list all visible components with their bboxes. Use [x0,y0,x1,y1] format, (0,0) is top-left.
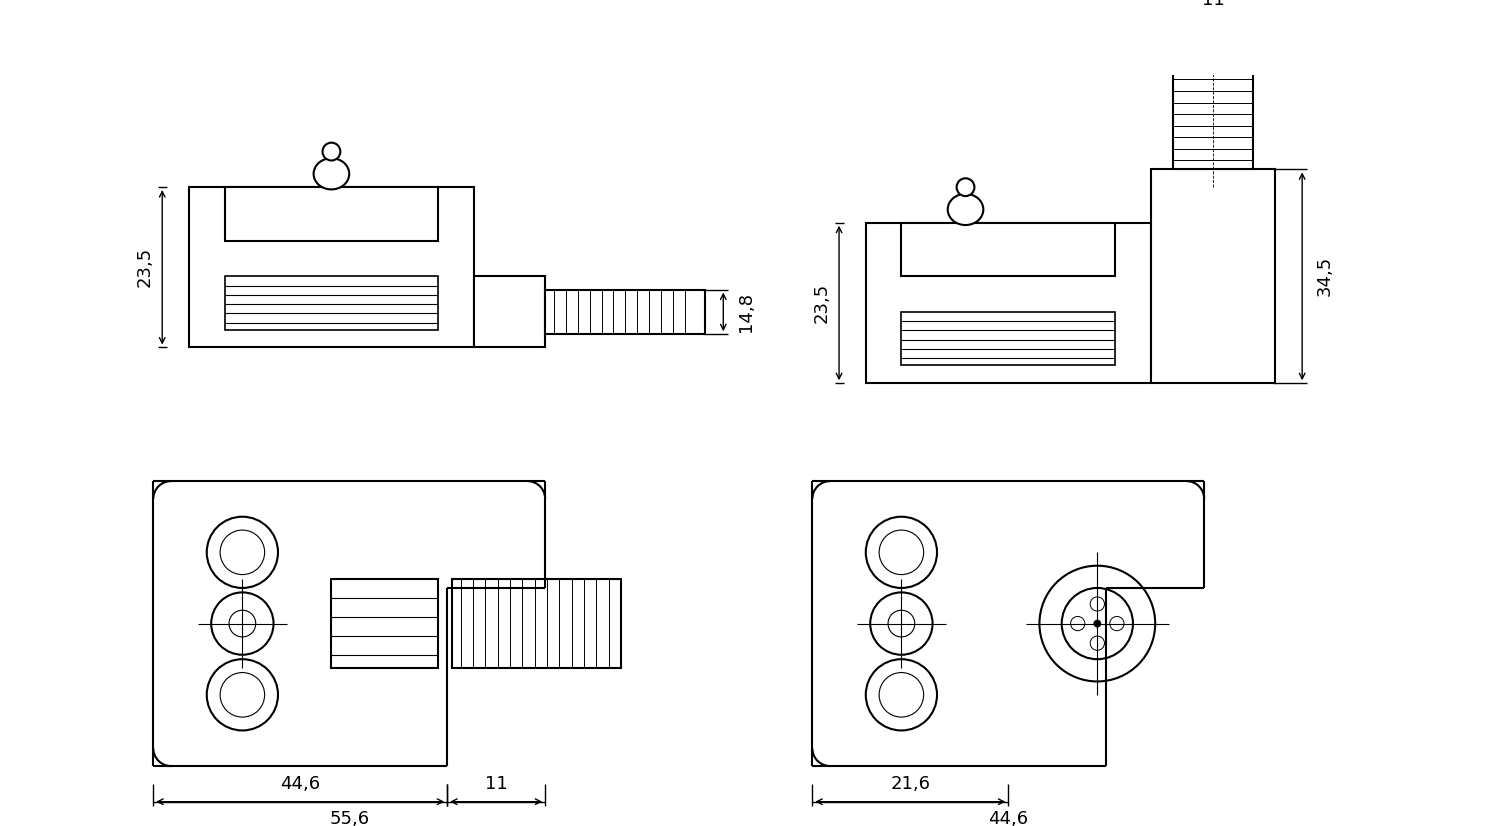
Bar [225,188,438,240]
Bar [1150,169,1275,383]
Bar [902,312,1114,365]
Text: 44,6: 44,6 [280,775,321,793]
Circle shape [220,672,264,717]
Bar [1173,45,1252,169]
Text: 11: 11 [484,775,507,793]
Circle shape [865,659,938,730]
Bar [225,276,438,330]
Bar [865,223,1150,383]
Circle shape [1071,616,1084,631]
Text: 55,6: 55,6 [328,810,369,826]
Text: 21,6: 21,6 [891,775,930,793]
Circle shape [207,517,278,588]
Circle shape [888,610,915,637]
Circle shape [1090,636,1104,650]
Circle shape [1090,597,1104,611]
Text: 11: 11 [1202,0,1224,9]
Ellipse shape [948,194,984,225]
Bar [452,579,621,668]
Circle shape [870,592,933,655]
Text: 44,6: 44,6 [988,810,1029,826]
Circle shape [207,659,278,730]
Ellipse shape [314,159,350,189]
Text: 14,8: 14,8 [736,292,754,332]
Circle shape [879,530,924,575]
Bar [189,188,474,348]
Circle shape [865,517,938,588]
Ellipse shape [322,143,340,160]
Bar [544,290,705,335]
Text: 34,5: 34,5 [1316,256,1334,297]
Circle shape [230,610,255,637]
Circle shape [1110,616,1124,631]
Circle shape [879,672,924,717]
Circle shape [211,592,273,655]
Circle shape [1094,620,1101,627]
Bar [902,223,1114,276]
Text: 23,5: 23,5 [812,282,830,323]
Bar [474,276,544,348]
Circle shape [1062,588,1132,659]
Text: 23,5: 23,5 [135,247,153,287]
Ellipse shape [957,178,975,196]
Bar [332,579,438,668]
Circle shape [1040,566,1155,681]
Circle shape [220,530,264,575]
